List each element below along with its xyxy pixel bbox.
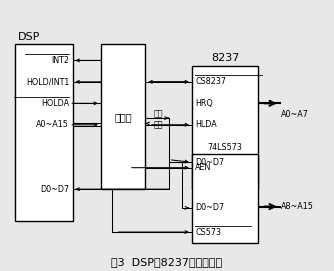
Text: HRQ: HRQ	[195, 99, 213, 108]
Text: A0~A15: A0~A15	[36, 120, 69, 129]
Text: AEN: AEN	[195, 163, 211, 172]
Text: CS573: CS573	[195, 228, 221, 237]
Bar	[101, 44, 146, 189]
Text: DSP: DSP	[18, 32, 40, 42]
Bar	[15, 44, 72, 221]
Text: A0~A7: A0~A7	[281, 109, 309, 118]
Text: D0~D7: D0~D7	[195, 204, 224, 212]
Text: 图3  DSP与8237的接口电路: 图3 DSP与8237的接口电路	[112, 257, 222, 267]
Text: HOLDA: HOLDA	[41, 99, 69, 108]
Text: CS8237: CS8237	[195, 77, 226, 86]
Text: 74LS573: 74LS573	[207, 143, 242, 151]
Text: 中断: 中断	[154, 120, 163, 129]
Text: 8237: 8237	[211, 53, 239, 63]
Text: HOLD/INT1: HOLD/INT1	[26, 77, 69, 86]
Text: 声卡: 声卡	[154, 109, 163, 118]
Text: A8~A15: A8~A15	[281, 202, 314, 211]
Text: HLDA: HLDA	[195, 120, 217, 129]
Bar	[192, 66, 258, 189]
Bar	[192, 154, 258, 243]
Text: 译码器: 译码器	[114, 112, 132, 122]
Text: INT2: INT2	[51, 56, 69, 65]
Text: D0~D7: D0~D7	[195, 158, 224, 167]
Text: D0~D7: D0~D7	[40, 185, 69, 194]
